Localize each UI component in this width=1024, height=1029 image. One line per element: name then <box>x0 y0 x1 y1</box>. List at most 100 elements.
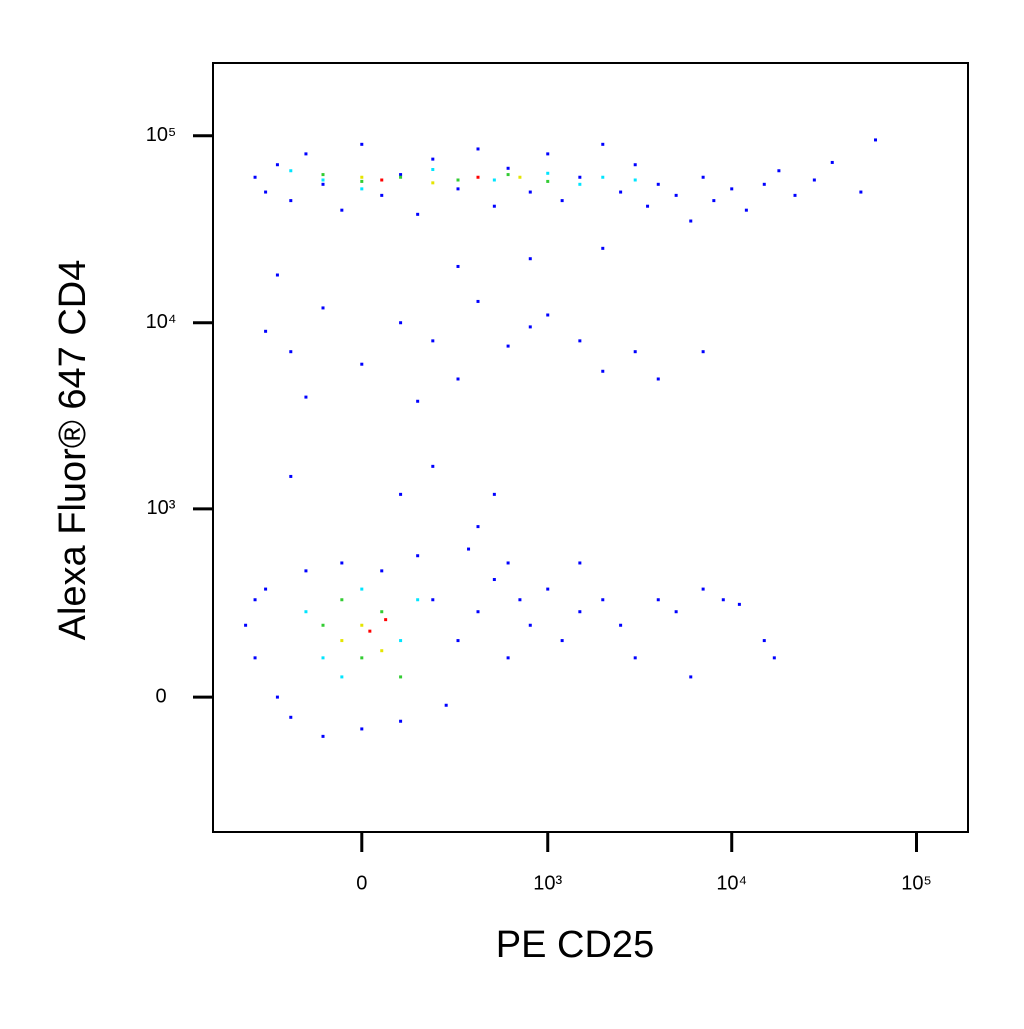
point <box>360 623 364 627</box>
point <box>321 623 325 627</box>
point <box>360 727 364 731</box>
point <box>546 152 550 156</box>
point <box>380 193 384 197</box>
point <box>656 598 660 602</box>
y-tick-label: 0 <box>155 685 166 707</box>
point <box>264 329 268 333</box>
point <box>476 299 480 303</box>
point <box>656 182 660 186</box>
point <box>456 187 460 191</box>
point <box>506 344 510 348</box>
point <box>601 142 605 146</box>
point <box>492 178 496 182</box>
point <box>674 610 678 614</box>
point <box>368 629 372 633</box>
point <box>304 152 308 156</box>
point <box>340 675 344 679</box>
x-tick-label: 0 <box>356 872 367 894</box>
point <box>360 179 364 183</box>
point <box>431 339 435 343</box>
point <box>772 656 776 660</box>
point <box>340 208 344 212</box>
point <box>546 587 550 591</box>
point <box>506 173 510 177</box>
point <box>321 656 325 660</box>
point <box>360 175 364 179</box>
point <box>384 618 388 622</box>
point <box>737 602 741 606</box>
point <box>528 257 532 261</box>
point <box>380 649 384 653</box>
point <box>416 554 420 558</box>
point <box>399 175 403 179</box>
point <box>399 719 403 723</box>
point <box>560 199 564 203</box>
point <box>601 369 605 373</box>
point <box>701 175 705 179</box>
point <box>528 325 532 329</box>
point <box>777 169 781 173</box>
point <box>506 561 510 565</box>
point <box>601 246 605 250</box>
point <box>431 181 435 185</box>
point <box>360 142 364 146</box>
point <box>340 561 344 565</box>
point <box>380 178 384 182</box>
point <box>399 492 403 496</box>
point <box>476 175 480 179</box>
point <box>380 610 384 614</box>
point <box>518 598 522 602</box>
point <box>304 610 308 614</box>
point <box>304 569 308 573</box>
point <box>492 578 496 582</box>
point <box>528 190 532 194</box>
point <box>646 204 650 208</box>
point <box>633 656 637 660</box>
point <box>431 157 435 161</box>
point <box>253 598 257 602</box>
point <box>762 639 766 643</box>
point <box>360 187 364 191</box>
point <box>416 399 420 403</box>
point <box>506 656 510 660</box>
point <box>321 178 325 182</box>
point <box>619 623 623 627</box>
y-axis-title: Alexa Fluor® 647 CD4 <box>52 260 94 641</box>
point <box>859 190 863 194</box>
point <box>712 199 716 203</box>
point <box>619 190 623 194</box>
point <box>467 547 471 551</box>
point <box>476 147 480 151</box>
point <box>578 610 582 614</box>
point <box>253 175 257 179</box>
point <box>656 377 660 381</box>
point <box>264 190 268 194</box>
point <box>304 395 308 399</box>
point <box>416 212 420 216</box>
point <box>264 587 268 591</box>
point <box>456 639 460 643</box>
point <box>289 350 293 354</box>
point <box>830 160 834 164</box>
point <box>601 175 605 179</box>
point <box>289 715 293 719</box>
point <box>399 321 403 325</box>
point <box>518 175 522 179</box>
point <box>601 598 605 602</box>
point <box>289 199 293 203</box>
point <box>874 138 878 142</box>
point <box>275 695 279 699</box>
point <box>674 193 678 197</box>
point <box>431 464 435 468</box>
point <box>456 377 460 381</box>
point <box>762 182 766 186</box>
point <box>812 178 816 182</box>
point <box>701 350 705 354</box>
x-tick-label: 10⁴ <box>716 872 747 894</box>
point <box>476 610 480 614</box>
point <box>399 675 403 679</box>
point <box>546 171 550 175</box>
point <box>289 474 293 478</box>
point <box>275 273 279 277</box>
